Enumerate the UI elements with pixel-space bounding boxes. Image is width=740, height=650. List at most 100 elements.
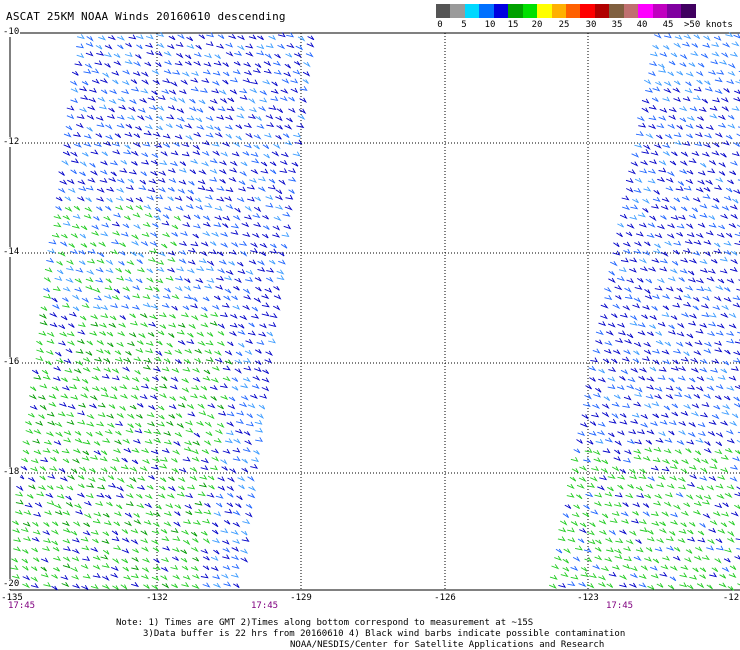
wind-barb xyxy=(624,287,632,293)
wind-barb xyxy=(693,457,701,464)
wind-barb xyxy=(99,456,108,462)
wind-barb xyxy=(135,347,144,354)
wind-barb xyxy=(120,393,129,399)
wind-barb xyxy=(81,151,89,157)
wind-swath-east xyxy=(549,32,740,591)
wind-barb xyxy=(64,367,73,373)
wind-barb xyxy=(164,287,171,293)
wind-barb xyxy=(192,573,200,580)
wind-barb xyxy=(728,375,737,381)
wind-barb xyxy=(706,545,715,551)
wind-barb xyxy=(113,448,122,454)
wind-barb xyxy=(88,467,96,473)
wind-barb xyxy=(296,123,305,129)
wind-barb xyxy=(189,169,196,175)
wind-barb xyxy=(71,574,80,580)
wind-barb xyxy=(192,144,201,151)
wind-barb xyxy=(44,510,52,516)
wind-barb xyxy=(692,250,701,256)
wind-barb xyxy=(241,467,249,473)
wind-barb xyxy=(654,233,663,239)
wind-barb xyxy=(108,177,117,183)
wind-barb xyxy=(123,574,132,581)
wind-barb xyxy=(82,439,91,445)
wind-barb xyxy=(567,581,576,587)
wind-barb xyxy=(721,205,730,211)
wind-barb xyxy=(244,206,252,212)
wind-barb xyxy=(60,476,69,482)
wind-barb xyxy=(204,349,213,355)
wind-barb xyxy=(164,511,172,517)
wind-barb xyxy=(602,358,610,364)
wind-barb xyxy=(90,149,99,155)
wind-barb xyxy=(177,322,186,328)
wind-barb xyxy=(657,375,666,380)
wind-barb xyxy=(215,357,223,363)
wind-barb xyxy=(652,348,660,354)
wind-barb xyxy=(673,555,681,561)
wind-barb xyxy=(54,276,63,282)
wind-barb xyxy=(257,266,266,272)
wind-barb xyxy=(196,124,205,130)
wind-barb xyxy=(598,519,607,525)
wind-barb xyxy=(723,250,732,256)
wind-barb xyxy=(240,557,249,563)
wind-barb xyxy=(106,501,113,507)
wind-barb xyxy=(632,198,639,204)
wind-barb xyxy=(622,403,631,408)
wind-barb xyxy=(38,394,46,401)
wind-barb xyxy=(131,240,140,246)
wind-barb xyxy=(61,377,68,383)
wind-barb xyxy=(151,464,159,470)
wind-barb xyxy=(239,88,248,94)
wind-barb xyxy=(625,187,634,193)
wind-barb xyxy=(123,149,132,155)
wind-barb xyxy=(190,546,199,553)
wind-barb xyxy=(93,216,100,221)
wind-barb xyxy=(719,268,728,274)
wind-barb xyxy=(691,151,700,157)
wind-barb xyxy=(682,195,690,201)
wind-barb xyxy=(667,233,675,239)
wind-barb xyxy=(30,576,39,583)
wind-barb xyxy=(58,251,66,257)
wind-barb xyxy=(181,387,190,393)
wind-barb xyxy=(208,249,217,255)
wind-barb xyxy=(179,241,188,247)
wind-barb xyxy=(727,114,735,120)
wind-barb xyxy=(575,494,583,500)
wind-barb xyxy=(707,430,716,437)
wind-barb xyxy=(262,144,270,149)
wind-barb xyxy=(648,71,656,77)
wind-barb xyxy=(159,463,168,469)
wind-barb xyxy=(186,36,194,42)
wind-barb xyxy=(667,171,676,177)
wind-barb xyxy=(122,537,130,543)
wind-barb xyxy=(573,504,580,509)
wind-barb xyxy=(286,117,293,123)
wind-barb xyxy=(102,584,111,590)
wind-barb xyxy=(70,233,79,239)
wind-barb xyxy=(724,492,733,499)
wind-barb xyxy=(265,277,274,283)
wind-barb xyxy=(49,322,58,328)
wind-barb xyxy=(111,368,120,374)
wind-barb xyxy=(235,135,242,141)
wind-barb xyxy=(141,232,150,238)
wind-barb xyxy=(562,513,569,518)
wind-barb xyxy=(273,143,281,150)
wind-barb xyxy=(696,278,705,284)
wind-barb xyxy=(62,150,71,157)
wind-barb xyxy=(106,331,114,337)
wind-barb xyxy=(182,222,191,228)
wind-barb xyxy=(45,360,52,366)
wind-barb xyxy=(209,320,218,327)
wind-barb xyxy=(657,321,666,327)
wind-barb xyxy=(136,402,144,408)
wind-barb xyxy=(146,268,154,274)
wind-barb xyxy=(88,477,96,483)
wind-barb xyxy=(77,339,85,345)
wind-barb xyxy=(110,160,119,166)
wind-barb xyxy=(104,349,111,355)
wind-barb xyxy=(626,223,635,229)
